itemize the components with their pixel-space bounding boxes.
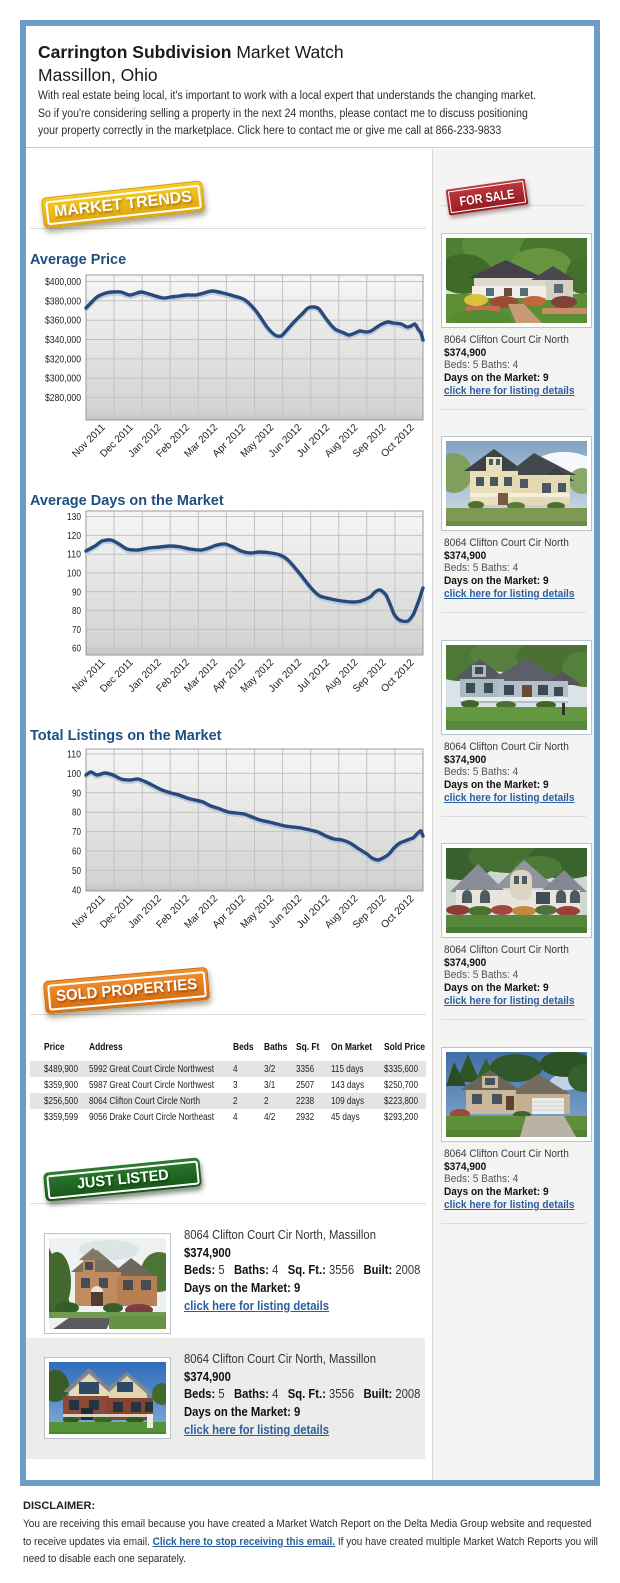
svg-text:$280,000: $280,000 bbox=[45, 392, 81, 404]
svg-text:70: 70 bbox=[72, 826, 81, 838]
svg-text:$320,000: $320,000 bbox=[45, 353, 81, 365]
svg-text:100: 100 bbox=[67, 568, 81, 580]
svg-text:60: 60 bbox=[72, 846, 81, 858]
svg-text:$300,000: $300,000 bbox=[45, 373, 81, 385]
svg-text:90: 90 bbox=[72, 586, 81, 598]
svg-text:110: 110 bbox=[67, 549, 81, 561]
svg-text:70: 70 bbox=[72, 624, 81, 636]
svg-text:80: 80 bbox=[72, 807, 81, 819]
svg-text:60: 60 bbox=[72, 643, 81, 655]
svg-text:120: 120 bbox=[67, 530, 81, 542]
svg-text:40: 40 bbox=[72, 884, 81, 896]
svg-text:110: 110 bbox=[67, 749, 81, 761]
svg-text:130: 130 bbox=[67, 511, 81, 523]
svg-text:50: 50 bbox=[72, 865, 81, 877]
svg-text:$380,000: $380,000 bbox=[45, 295, 81, 307]
svg-text:$360,000: $360,000 bbox=[45, 315, 81, 327]
svg-text:90: 90 bbox=[72, 787, 81, 799]
svg-text:100: 100 bbox=[67, 768, 81, 780]
svg-text:$340,000: $340,000 bbox=[45, 334, 81, 346]
svg-text:80: 80 bbox=[72, 605, 81, 617]
svg-text:$400,000: $400,000 bbox=[45, 276, 81, 288]
